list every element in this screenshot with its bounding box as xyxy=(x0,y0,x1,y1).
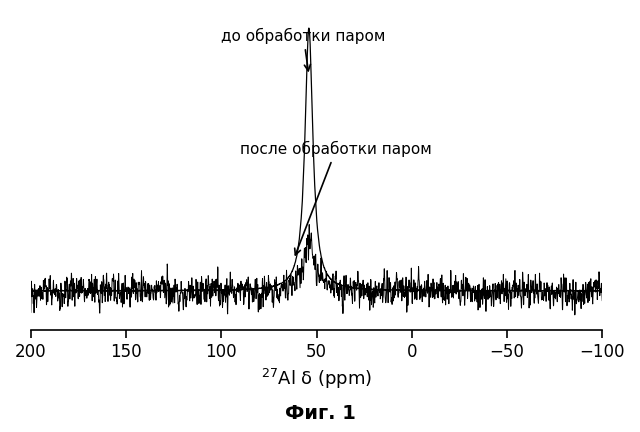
Text: Фиг. 1: Фиг. 1 xyxy=(285,404,355,423)
Text: после обработки паром: после обработки паром xyxy=(241,141,432,255)
X-axis label: $^{27}$Al δ (ppm): $^{27}$Al δ (ppm) xyxy=(261,367,372,391)
Text: до обработки паром: до обработки паром xyxy=(221,28,386,71)
